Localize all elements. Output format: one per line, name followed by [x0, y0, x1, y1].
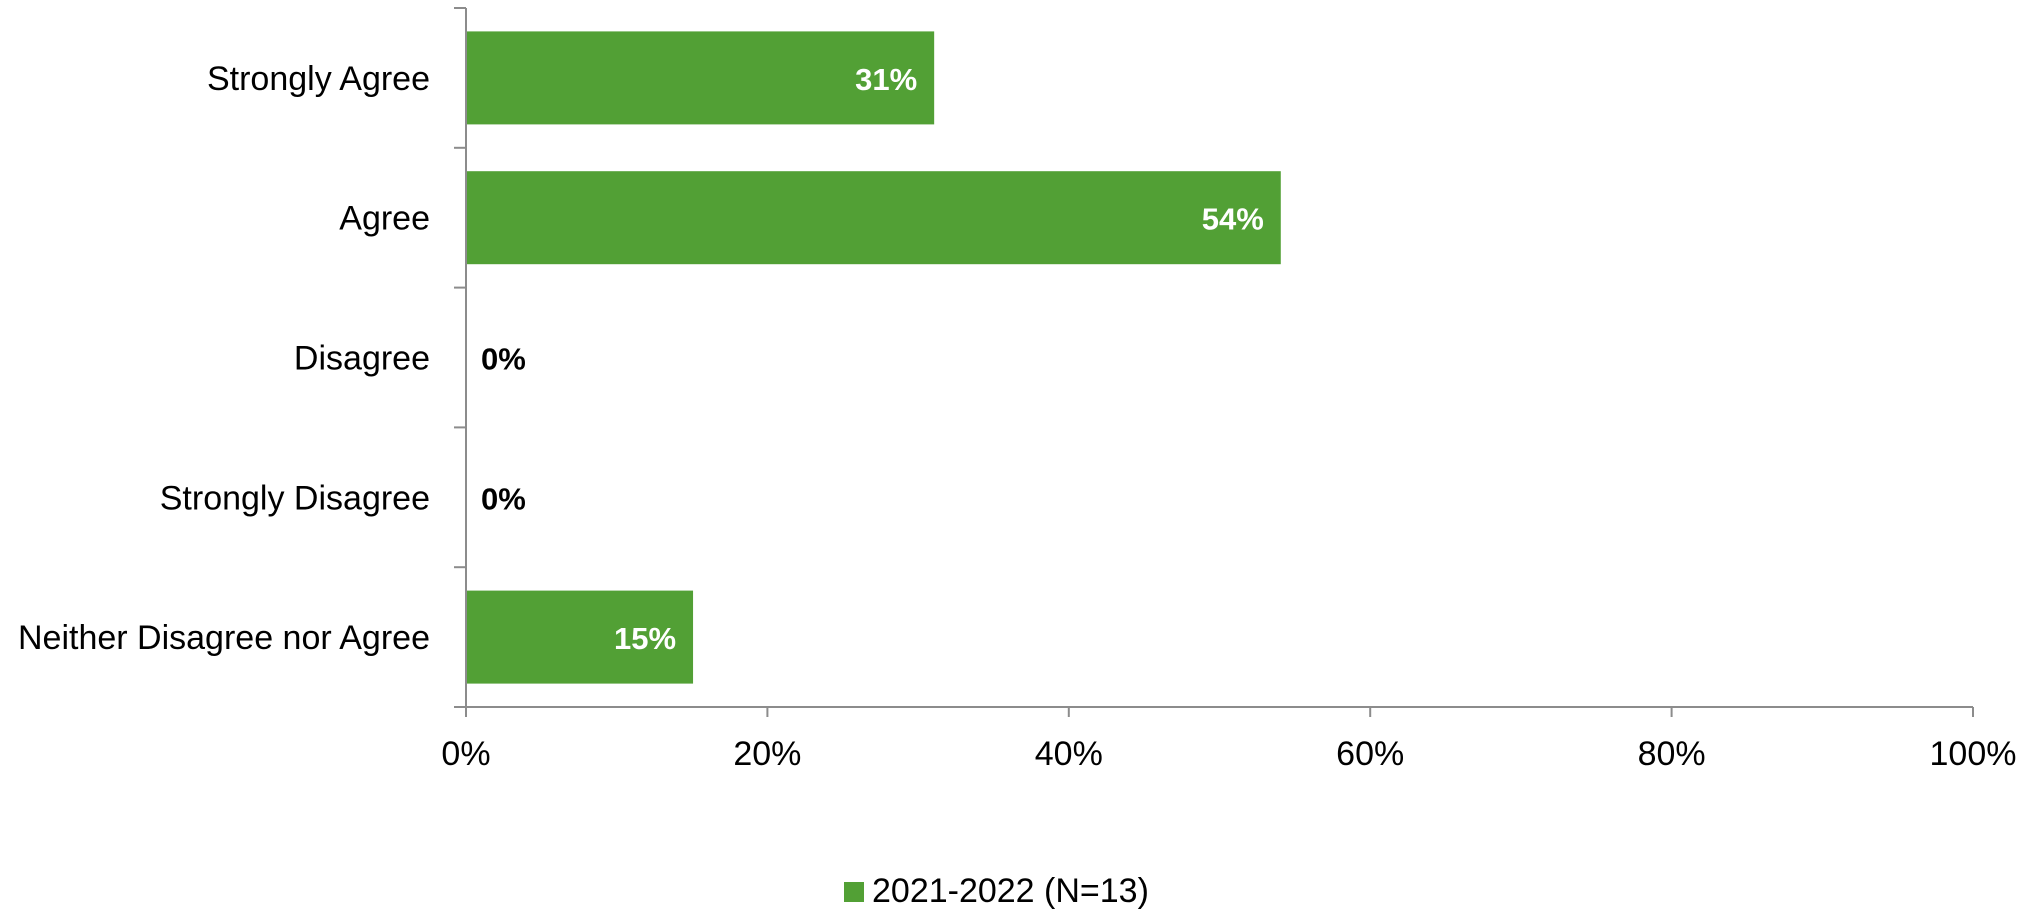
legend-label: 2021-2022 (N=13): [872, 872, 1149, 910]
x-tick-label: 100%: [1930, 735, 2017, 773]
bar: [467, 31, 935, 125]
data-label: 0%: [481, 481, 526, 516]
tick-labels: 0% 20% 40% 60% 80% 100%: [441, 735, 2016, 773]
data-label: 0%: [481, 342, 526, 377]
category-label: Neither Disagree nor Agree: [18, 619, 430, 657]
data-label: 15%: [614, 621, 676, 656]
category-label: Disagree: [294, 340, 430, 378]
bar: [467, 590, 694, 684]
category-label: Strongly Disagree: [160, 479, 430, 517]
data-label: 31%: [855, 62, 917, 97]
category-label: Agree: [339, 200, 430, 238]
x-tick-label: 60%: [1336, 735, 1404, 773]
category-labels: Strongly Agree Agree Disagree Strongly Disa…: [18, 60, 430, 657]
x-tick-label: 20%: [733, 735, 801, 773]
data-label: 54%: [1202, 202, 1264, 237]
legend: 2021-2022 (N=13): [844, 872, 1149, 910]
bars-group: [467, 31, 1281, 684]
x-tick-label: 0%: [441, 735, 490, 773]
legend-swatch: [844, 882, 864, 902]
x-tick-label: 40%: [1035, 735, 1103, 773]
data-labels: 31% 54% 0% 0% 15%: [481, 62, 1264, 656]
category-label: Strongly Agree: [207, 60, 430, 98]
x-tick-label: 80%: [1638, 735, 1706, 773]
bar: [467, 171, 1281, 265]
axes-group: [454, 7, 1974, 717]
